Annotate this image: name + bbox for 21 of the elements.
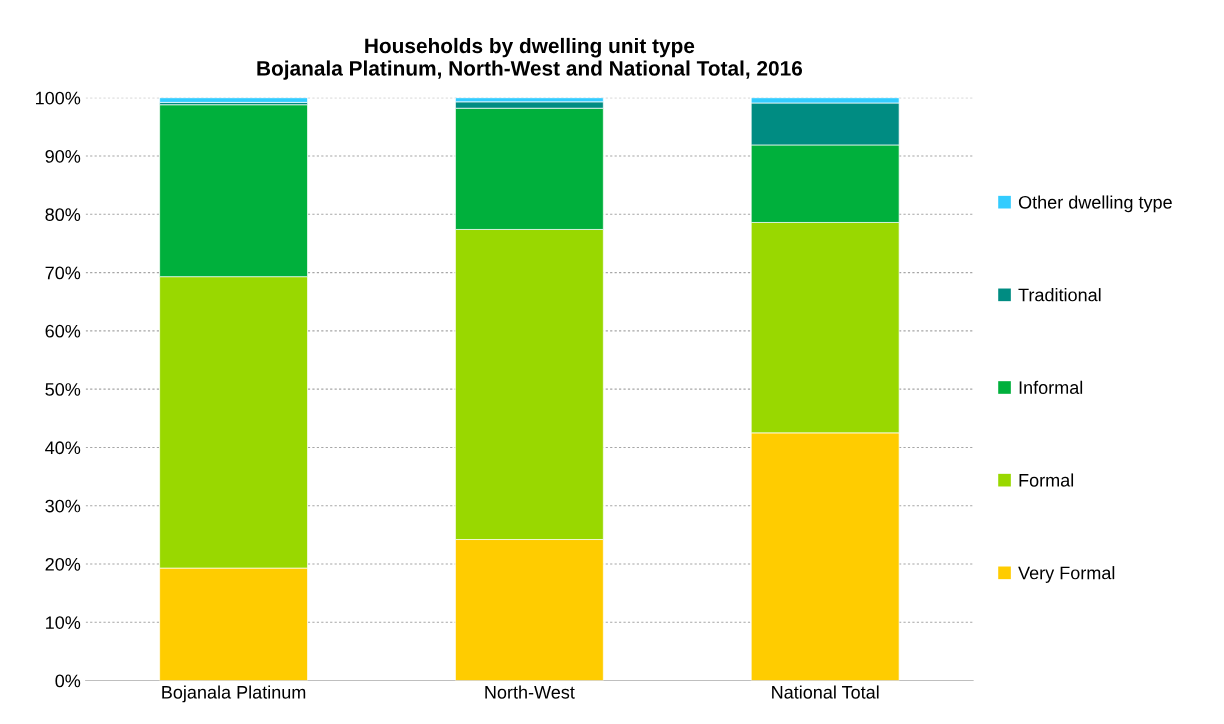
- y-tick-label: 20%: [45, 557, 81, 571]
- x-tick-label: National Total: [772, 685, 879, 699]
- y-tick-label: 30%: [45, 499, 81, 513]
- y-tick-label: 40%: [45, 441, 81, 455]
- y-tick-label: 80%: [45, 208, 81, 222]
- y-tick-label: 100%: [36, 91, 81, 105]
- x-tick-label: Bojanala Platinum: [162, 685, 306, 703]
- y-tick-label: 0%: [55, 674, 81, 688]
- y-tick-label: 90%: [45, 149, 81, 163]
- bar: [159, 97, 308, 103]
- chart-title: Households by dwelling unit type Bojanala Platinum, North-West and National Total, 2016: [257, 37, 803, 80]
- legend-label: Traditional: [1018, 288, 1101, 302]
- legend-label: Informal: [1019, 380, 1083, 394]
- legend-label: Very Formal: [1018, 566, 1115, 583]
- y-tick-label: 50%: [45, 383, 81, 396]
- y-tick-label: 10%: [46, 616, 81, 629]
- y-tick-label: 70%: [45, 266, 81, 280]
- legend-label: Other dwelling type: [1018, 195, 1172, 213]
- legend-label: Formal: [1019, 473, 1074, 487]
- x-tick-label: North-West: [485, 685, 575, 699]
- y-tick-label: 60%: [45, 324, 81, 338]
